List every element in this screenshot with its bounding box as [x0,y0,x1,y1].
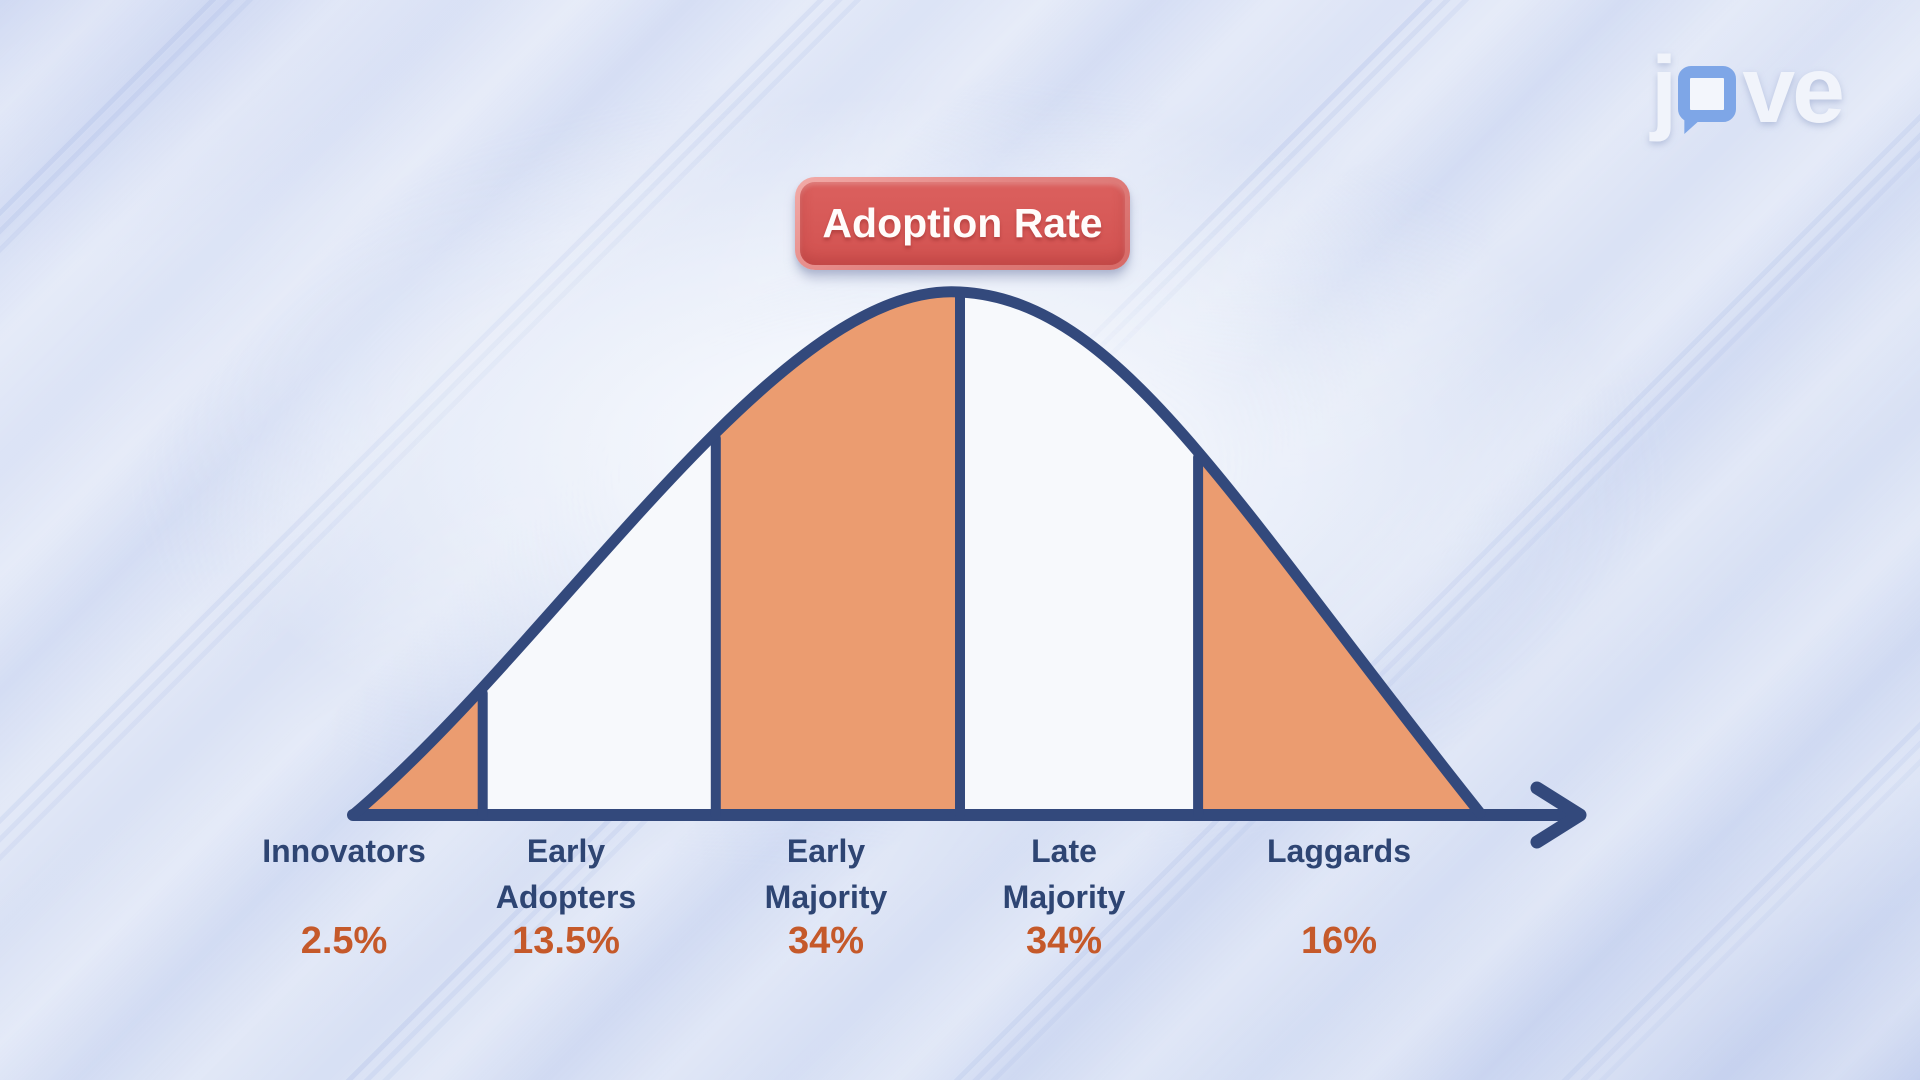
segment-label-late-majority: Late Majority 34% [934,828,1194,962]
adoption-rate-badge: Adoption Rate [795,177,1130,270]
segment-name: Early Adopters [495,833,637,915]
speech-bubble-icon [1678,66,1737,122]
segment-percent: 13.5% [512,920,620,962]
segment-label-early-majority: Early Majority 34% [696,828,956,962]
segment-percent: 16% [1300,920,1378,962]
x-axis-arrowhead-icon [1530,781,1587,849]
segment-name: Early Majority [764,833,888,915]
segment-label-early-adopters: Early Adopters 13.5% [436,828,696,962]
segment-fill-early-adopters [482,432,716,815]
jove-logo: j ve [1650,36,1845,145]
segment-percent: 34% [787,920,865,962]
segment-name: Laggards [1266,833,1412,869]
segment-percent: 34% [1025,920,1103,962]
jove-logo-j: j [1650,37,1677,143]
segment-fill-innovators [353,687,483,815]
bell-curve-outline [347,286,1486,821]
segment-fill-early-majority [715,291,960,815]
segment-fill-late-majority [960,292,1199,815]
segment-name: Innovators [262,833,426,869]
segment-label-laggards: Laggards 16% [1209,828,1469,962]
jove-logo-ve: ve [1742,37,1845,143]
segment-percent: 2.5% [300,920,388,962]
segment-name: Late Majority [1002,833,1126,915]
adoption-rate-badge-face: Adoption Rate [800,182,1125,265]
segment-label-innovators: Innovators 2.5% [214,828,474,962]
badge-title: Adoption Rate [822,200,1103,246]
